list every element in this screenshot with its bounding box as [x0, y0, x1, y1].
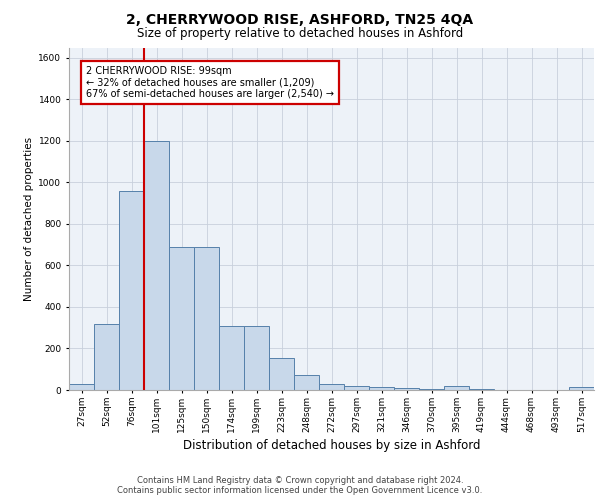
Bar [419, 389, 444, 390]
Text: 2 CHERRYWOOD RISE: 99sqm
← 32% of detached houses are smaller (1,209)
67% of sem: 2 CHERRYWOOD RISE: 99sqm ← 32% of detach… [86, 66, 334, 100]
Bar [194, 247, 219, 390]
Bar [394, 388, 419, 390]
Bar [219, 326, 244, 390]
Bar [369, 387, 394, 390]
Bar [444, 386, 469, 390]
Bar [244, 326, 269, 390]
X-axis label: Distribution of detached houses by size in Ashford: Distribution of detached houses by size … [183, 439, 480, 452]
Text: 2, CHERRYWOOD RISE, ASHFORD, TN25 4QA: 2, CHERRYWOOD RISE, ASHFORD, TN25 4QA [127, 12, 473, 26]
Bar [94, 324, 119, 390]
Bar [269, 358, 294, 390]
Bar [469, 389, 494, 390]
Bar [69, 384, 94, 390]
Bar [344, 386, 369, 390]
Text: Contains HM Land Registry data © Crown copyright and database right 2024.
Contai: Contains HM Land Registry data © Crown c… [118, 476, 482, 495]
Text: Size of property relative to detached houses in Ashford: Size of property relative to detached ho… [137, 28, 463, 40]
Bar [294, 376, 319, 390]
Bar [169, 247, 194, 390]
Bar [119, 190, 144, 390]
Bar [569, 387, 594, 390]
Y-axis label: Number of detached properties: Number of detached properties [24, 136, 34, 301]
Bar [319, 384, 344, 390]
Bar [144, 141, 169, 390]
